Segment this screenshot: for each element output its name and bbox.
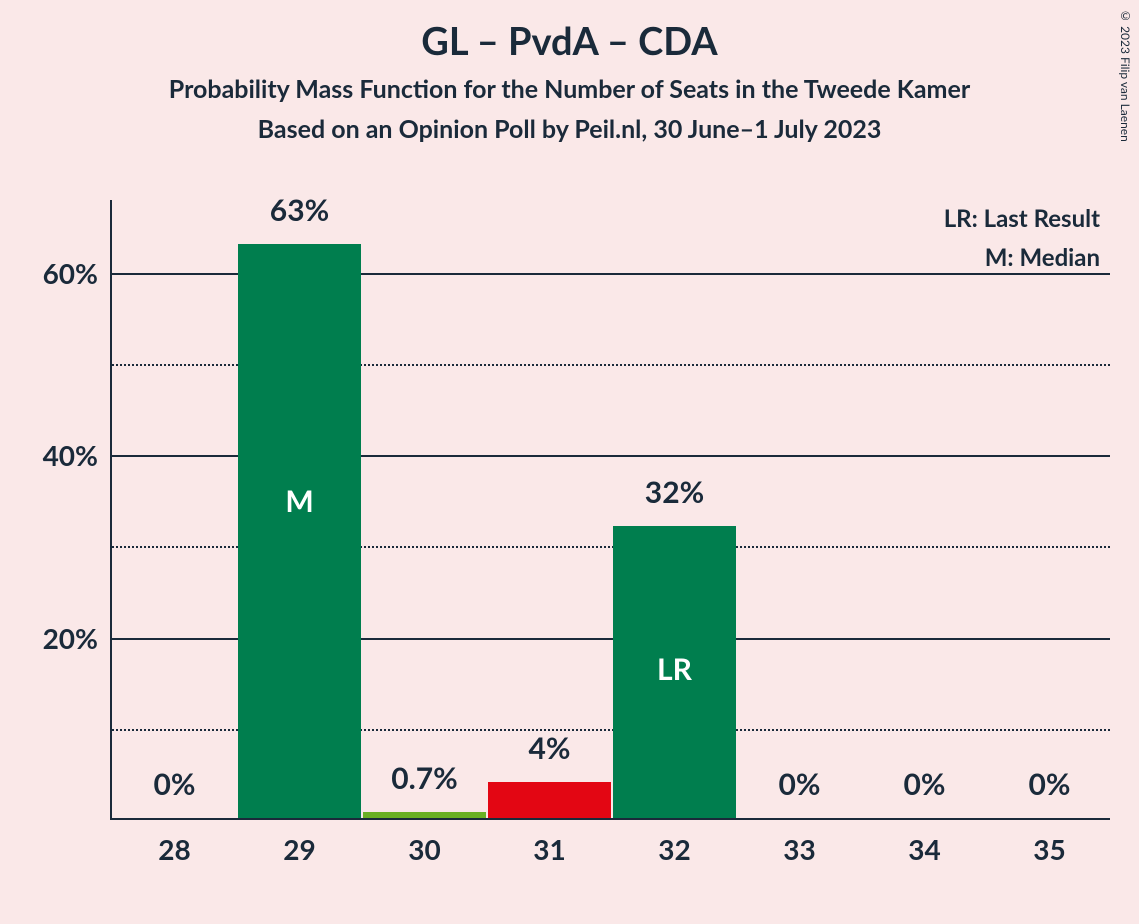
xtick-label: 31 xyxy=(533,832,565,866)
titles-block: GL – PvdA – CDA Probability Mass Functio… xyxy=(0,0,1139,144)
bar-value-label: 0.7% xyxy=(391,760,458,796)
bar-value-label: 0% xyxy=(904,766,946,802)
bar-value-label: 32% xyxy=(645,474,704,510)
xtick-label: 28 xyxy=(158,832,190,866)
bar xyxy=(363,812,486,818)
bar xyxy=(488,782,611,818)
ytick-label: 60% xyxy=(43,256,98,290)
subtitle-2: Based on an Opinion Poll by Peil.nl, 30 … xyxy=(0,114,1139,144)
main-title: GL – PvdA – CDA xyxy=(0,18,1139,64)
bar-value-label: 0% xyxy=(779,766,821,802)
bar-inner-label: LR xyxy=(657,651,692,687)
xtick-label: 29 xyxy=(283,832,315,866)
legend-lr: LR: Last Result xyxy=(944,204,1100,233)
xtick-label: 33 xyxy=(783,832,815,866)
bar-value-label: 0% xyxy=(1029,766,1071,802)
xtick-label: 32 xyxy=(658,832,690,866)
bar-value-label: 63% xyxy=(270,192,329,228)
xtick-label: 30 xyxy=(408,832,440,866)
copyright-text: © 2023 Filip van Laenen xyxy=(1118,8,1133,142)
bar-value-label: 4% xyxy=(529,730,571,766)
chart-area: LR: Last Result M: Median 20%40%60%280%2… xyxy=(110,200,1110,820)
bar xyxy=(238,244,361,818)
bar-inner-label: M xyxy=(285,483,313,519)
bar-value-label: 0% xyxy=(154,766,196,802)
legend-m: M: Median xyxy=(944,243,1100,272)
legend: LR: Last Result M: Median xyxy=(944,204,1100,282)
xtick-label: 34 xyxy=(908,832,940,866)
plot-region: LR: Last Result M: Median 20%40%60%280%2… xyxy=(110,200,1110,820)
xtick-label: 35 xyxy=(1033,832,1065,866)
ytick-label: 40% xyxy=(43,438,98,472)
subtitle-1: Probability Mass Function for the Number… xyxy=(0,74,1139,104)
ytick-label: 20% xyxy=(43,621,98,655)
